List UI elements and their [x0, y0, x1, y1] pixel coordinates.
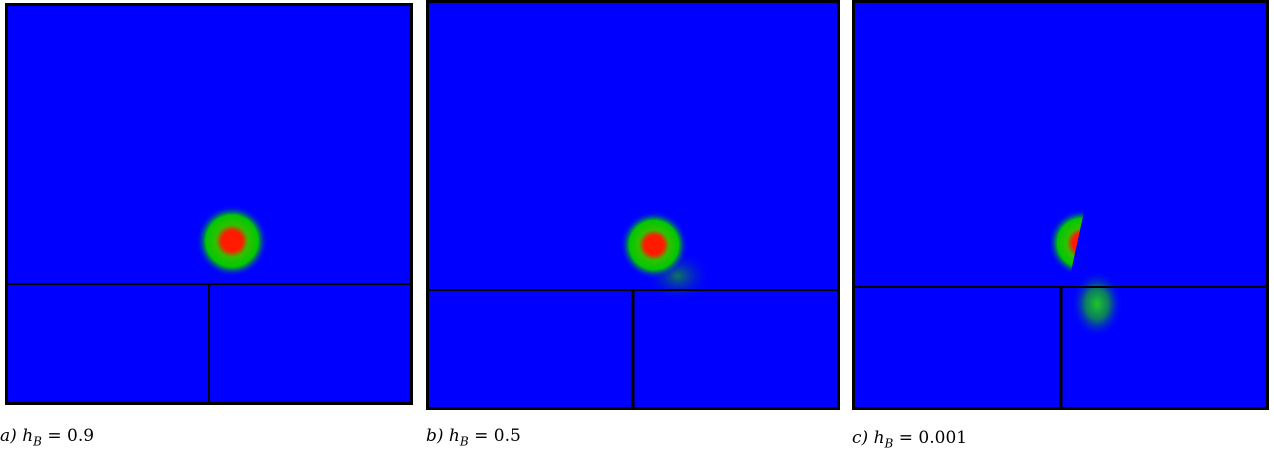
- caption-b-symbol: h: [448, 426, 460, 446]
- caption-a-value: 0.9: [67, 426, 95, 446]
- caption-a-symbol: h: [22, 426, 34, 446]
- caption-b-relation: =: [474, 426, 489, 446]
- panel-c-plot: [852, 0, 1269, 410]
- panel-c-diffusion-tail: [1071, 270, 1123, 338]
- caption-c-letter: c): [852, 428, 869, 448]
- caption-b-letter: b): [426, 426, 444, 446]
- panel-b-concentration-blob: [620, 211, 688, 279]
- panel-a-border: [5, 3, 413, 405]
- caption-a-relation: =: [47, 426, 62, 446]
- panel-a: [5, 3, 413, 405]
- caption-b-value: 0.5: [493, 426, 521, 446]
- panel-b-plot: [426, 0, 840, 410]
- caption-c-relation: =: [898, 428, 913, 448]
- caption-c-symbol: h: [873, 428, 885, 448]
- panel-b: [426, 0, 840, 410]
- panel-a-plot: [5, 3, 413, 405]
- caption-c: c) hB = 0.001: [852, 428, 967, 450]
- caption-b: b) hB = 0.5: [426, 426, 521, 448]
- panel-a-concentration-blob: [196, 205, 268, 277]
- caption-c-subscript: B: [884, 436, 894, 451]
- caption-b-subscript: B: [459, 434, 469, 449]
- panel-c-border: [852, 0, 1269, 410]
- caption-a: a) hB = 0.9: [0, 426, 94, 448]
- panel-c: [852, 0, 1269, 410]
- caption-c-value: 0.001: [918, 428, 968, 448]
- panel-b-border: [426, 0, 840, 410]
- caption-a-subscript: B: [33, 434, 42, 449]
- caption-a-letter: a): [0, 426, 17, 446]
